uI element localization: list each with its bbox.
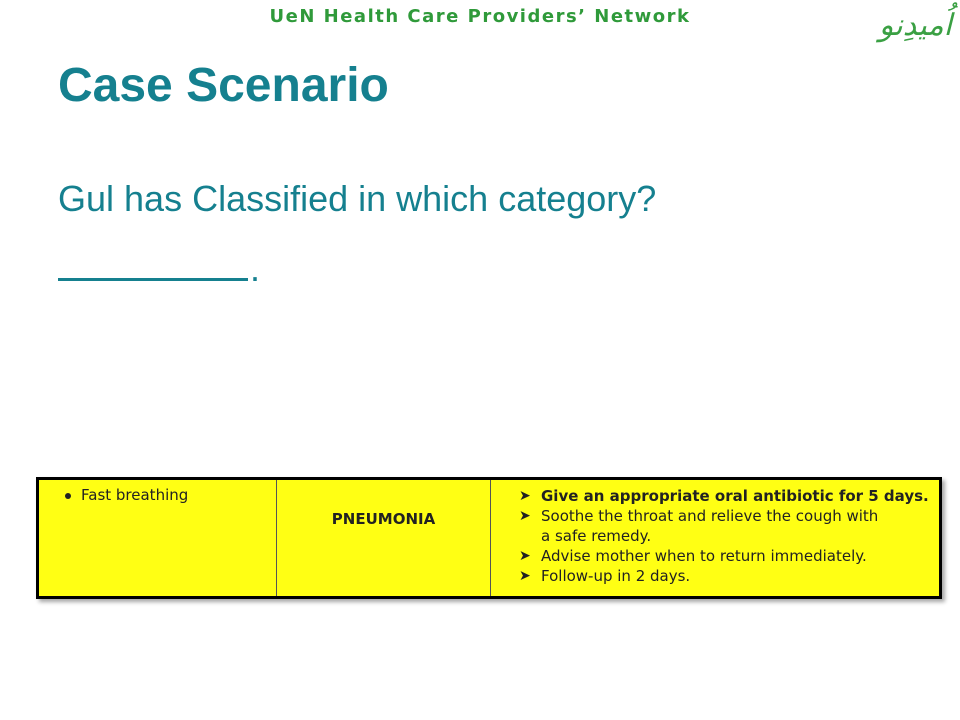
answer-blank: . [58, 246, 260, 290]
arrow-icon: ➤ [519, 568, 531, 584]
arrow-icon: ➤ [519, 548, 531, 564]
action-item: ➤ Follow-up in 2 days. [519, 567, 691, 585]
classification-table: Fast breathing PNEUMONIA ➤ Give an approp… [36, 477, 942, 599]
treatment-cell: ➤ Give an appropriate oral antibiotic for… [491, 480, 939, 596]
question-text: Gul has Classified in which category? [58, 178, 657, 219]
umeed-e-nau-logo: اُمیدِنو [878, 8, 952, 43]
arrow-icon: ➤ [519, 488, 531, 504]
network-header: UeN Health Care Providers’ Network [269, 6, 691, 27]
blank-period: . [250, 248, 261, 289]
sign-text: Fast breathing [81, 486, 189, 504]
sign-cell: Fast breathing [39, 480, 277, 596]
classification-cell: PNEUMONIA [277, 480, 491, 596]
bullet-icon [65, 492, 71, 499]
action-item: ➤ Give an appropriate oral antibiotic for… [519, 487, 929, 505]
arrow-icon: ➤ [519, 508, 531, 524]
slide-title: Case Scenario [58, 59, 389, 112]
action-item: ➤ Soothe the throat and relieve the cough… [519, 507, 879, 545]
classification-text: PNEUMONIA [331, 510, 436, 528]
action-item: ➤ Advise mother when to return immediatel… [519, 547, 867, 565]
blank-line [58, 246, 248, 281]
